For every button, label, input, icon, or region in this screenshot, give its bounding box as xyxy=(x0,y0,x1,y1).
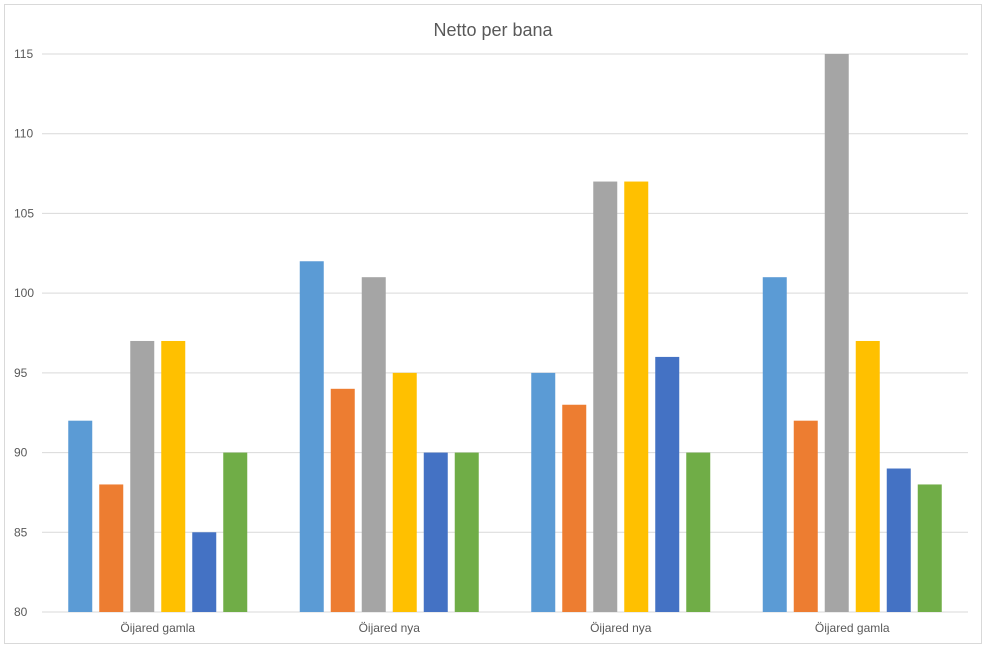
y-tick-label: 110 xyxy=(14,127,33,141)
bar xyxy=(130,340,155,612)
bar xyxy=(762,277,787,612)
bar xyxy=(223,452,248,612)
y-tick-label: 95 xyxy=(14,366,28,380)
bar xyxy=(68,420,93,612)
bar xyxy=(392,372,417,612)
bar xyxy=(624,181,649,613)
y-axis-ticks: 80 85 90 95 100 105 110 115 xyxy=(14,47,34,619)
x-tick-label: Öijared nya xyxy=(590,621,652,635)
x-tick-label: Öijared nya xyxy=(359,621,421,635)
bar xyxy=(192,532,217,612)
x-axis-ticks: Öijared gamla Öijared nya Öijared nya Öijar… xyxy=(120,621,890,635)
y-tick-label: 80 xyxy=(14,605,28,619)
bar xyxy=(855,340,880,612)
bar xyxy=(824,54,849,612)
y-tick-label: 115 xyxy=(14,47,33,61)
gridlines xyxy=(42,53,968,613)
x-tick-label: Öijared gamla xyxy=(120,621,195,635)
bar xyxy=(454,452,479,612)
bar xyxy=(299,261,324,612)
y-tick-label: 90 xyxy=(14,446,28,460)
bar xyxy=(886,468,911,612)
bar xyxy=(917,484,942,612)
bar xyxy=(99,484,124,612)
bar xyxy=(655,356,680,612)
bar xyxy=(161,340,186,612)
bar xyxy=(593,181,618,613)
x-tick-label: Öijared gamla xyxy=(815,621,890,635)
y-tick-label: 105 xyxy=(14,206,34,220)
bar xyxy=(793,420,818,612)
bar xyxy=(562,404,587,612)
y-tick-label: 100 xyxy=(14,286,34,300)
bar xyxy=(531,372,556,612)
bar xyxy=(361,277,386,612)
y-tick-label: 85 xyxy=(14,525,28,539)
bars xyxy=(68,54,942,613)
bar xyxy=(330,388,355,612)
bar xyxy=(423,452,448,612)
chart-title: Netto per bana xyxy=(433,20,553,40)
bar xyxy=(686,452,711,612)
